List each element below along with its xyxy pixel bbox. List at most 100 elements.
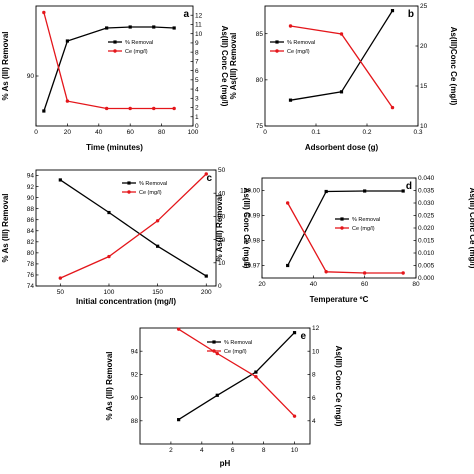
y-left-tick-label: 78 xyxy=(27,261,35,268)
x-tick-label: 60 xyxy=(361,281,369,288)
plot-frame xyxy=(35,169,217,287)
data-point-ce xyxy=(128,106,132,111)
chart-panel-c: 50 100 150 200 74 76 78 80 82 84 86 88 90 92 94 0 10 20 30… xyxy=(1,167,251,306)
data-point-ce xyxy=(107,254,111,259)
y-left-tick-label: 74 xyxy=(27,283,35,290)
x-axis-label: Temperature ºC xyxy=(310,295,369,304)
x-axis-label: pH xyxy=(220,459,231,468)
data-point-removal xyxy=(152,25,156,29)
y-right-tick-label: 7 xyxy=(195,59,199,66)
legend-marker xyxy=(275,40,279,44)
x-tick-label: 40 xyxy=(95,129,103,136)
y-right-tick-label: 12 xyxy=(312,325,320,332)
series-line-ce xyxy=(287,202,404,274)
legend-label: % Removal xyxy=(352,217,380,223)
x-tick-label: 0.2 xyxy=(362,129,371,136)
data-point-removal xyxy=(58,178,62,182)
data-point-ce xyxy=(292,414,297,418)
legend-label: % Removal xyxy=(139,181,167,187)
legend-marker xyxy=(113,49,117,53)
y-left-tick-label: 99.99 xyxy=(244,213,261,220)
y-right-tick-label: 3 xyxy=(195,96,199,103)
y-right-tick-label: 0.040 xyxy=(418,175,435,182)
y-right-tick-label: 40 xyxy=(218,190,226,197)
legend-label: % Removal xyxy=(125,40,153,46)
data-point-removal xyxy=(288,98,293,102)
y-left-axis-label: % As(III) Removal xyxy=(215,195,224,262)
y-right-tick-label: 0 xyxy=(195,123,199,130)
data-point-ce xyxy=(285,201,290,205)
y-left-tick-label: 92 xyxy=(131,372,139,379)
data-point-removal xyxy=(107,210,111,215)
legend-label: % Removal xyxy=(287,40,315,46)
y-left-tick-label: 99.97 xyxy=(244,263,261,270)
data-point-ce xyxy=(401,271,405,275)
series-line-ce xyxy=(60,173,207,279)
data-point-ce xyxy=(58,276,63,280)
y-left-axis-label: % As (III) Removal xyxy=(1,193,10,262)
legend-marker xyxy=(113,40,117,44)
y-left-tick-label: 100.00 xyxy=(240,188,260,195)
y-left-tick-label: 80 xyxy=(256,77,264,84)
y-right-tick-label: 6 xyxy=(195,68,199,75)
y-right-tick-label: 10 xyxy=(420,123,428,130)
y-right-tick-label: 2 xyxy=(195,105,199,112)
data-point-removal xyxy=(324,189,328,194)
data-point-removal xyxy=(401,189,405,193)
data-point-removal xyxy=(339,90,344,94)
y-right-tick-label: 0.020 xyxy=(418,225,435,232)
x-tick-label: 2 xyxy=(169,447,173,454)
x-tick-label: 4 xyxy=(200,447,204,454)
y-left-axis-label: % As (III) Removal xyxy=(105,351,114,420)
data-point-removal xyxy=(363,189,367,193)
y-left-tick-label: 86 xyxy=(27,217,35,224)
data-point-removal xyxy=(254,370,258,374)
series-line-removal xyxy=(178,332,295,421)
series-line-removal xyxy=(59,179,207,277)
y-right-tick-label: 20 xyxy=(420,43,428,50)
data-point-ce xyxy=(362,271,367,275)
chart-panel-d: 20 40 60 80 99.97 99.98 99.99 100.00 0.000 0.005 0… xyxy=(215,175,474,304)
data-point-removal xyxy=(172,26,176,30)
legend-marker xyxy=(212,340,216,344)
series-line-ce xyxy=(290,25,394,108)
x-tick-label: 80 xyxy=(158,129,166,136)
data-point-ce xyxy=(176,327,181,331)
y-left-axis-label: % As(III) Removal xyxy=(229,33,238,100)
x-tick-label: 100 xyxy=(188,129,199,136)
data-point-removal xyxy=(177,418,181,422)
x-tick-label: 8 xyxy=(262,447,266,454)
y-right-tick-label: 0.010 xyxy=(418,250,435,257)
y-left-tick-label: 82 xyxy=(27,239,35,246)
x-tick-label: 0 xyxy=(34,129,38,136)
data-point-removal xyxy=(128,25,132,29)
data-point-ce xyxy=(104,106,109,111)
data-point-removal xyxy=(204,274,208,278)
data-point-ce xyxy=(152,106,156,111)
series-line-ce xyxy=(178,328,295,417)
legend-marker xyxy=(340,217,344,221)
y-left-tick-label: 75 xyxy=(256,123,264,130)
data-point-ce xyxy=(215,351,219,356)
chart-legend: % Removal Ce (mg/l) xyxy=(270,40,315,55)
y-left-tick-label: 88 xyxy=(131,418,139,425)
y-right-axis-label: As(III) Conc Ce (mg/l) xyxy=(220,26,229,107)
data-point-removal xyxy=(156,244,160,248)
x-tick-label: 0.3 xyxy=(413,129,422,136)
y-right-tick-label: 4 xyxy=(312,418,316,425)
legend-marker xyxy=(212,349,216,353)
legend-marker xyxy=(127,190,131,194)
chart-panel-e: 2 4 6 8 10 88 90 92 94 4 6 8 10 12 pH % As (III) Remova… xyxy=(105,325,343,468)
data-point-removal xyxy=(105,26,109,30)
data-point-removal xyxy=(215,393,219,397)
data-point-removal xyxy=(292,331,297,335)
data-point-removal xyxy=(390,9,395,13)
y-right-tick-label: 4 xyxy=(195,86,199,93)
x-axis-label: Adsorbent dose (g) xyxy=(305,143,379,152)
x-tick-label: 150 xyxy=(152,289,163,296)
x-tick-label: 20 xyxy=(258,281,266,288)
y-left-tick-label: 90 xyxy=(27,195,35,202)
chart-legend: % Removal Ce (mg/l) xyxy=(108,40,153,55)
y-right-axis-label: As(III) Conc Ce (mg/l) xyxy=(334,346,343,427)
